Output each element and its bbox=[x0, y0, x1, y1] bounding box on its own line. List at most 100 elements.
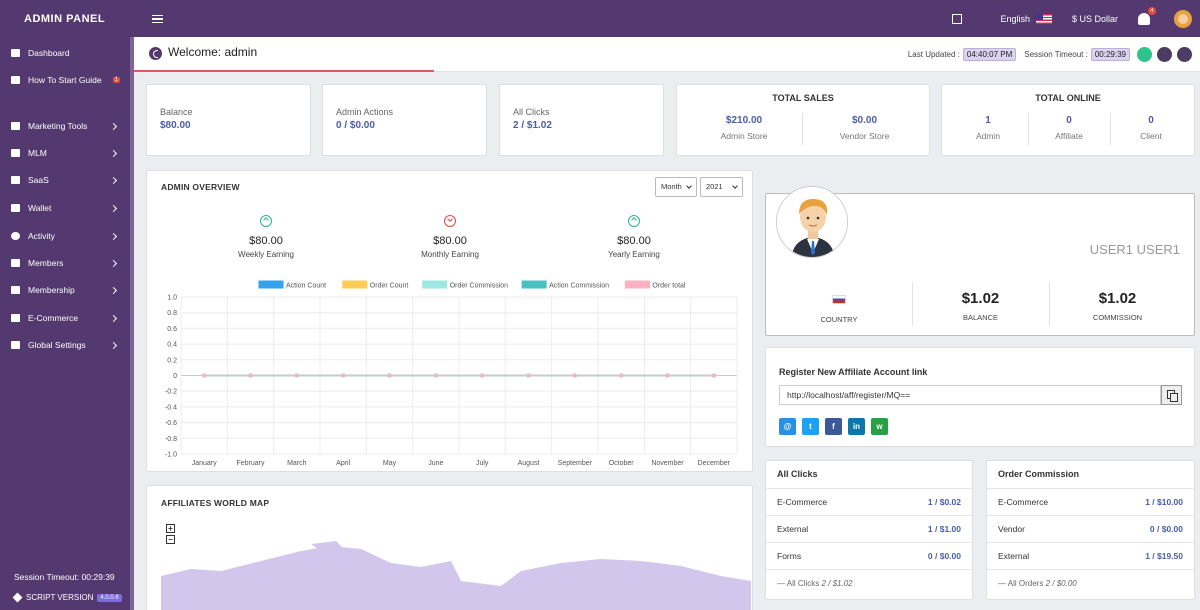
sidebar-session-timeout: Session Timeout: 00:29:39 bbox=[14, 572, 115, 582]
data-point bbox=[480, 373, 485, 378]
zoom-out-button[interactable]: − bbox=[166, 535, 175, 544]
chevron-right-icon bbox=[109, 176, 118, 184]
sidebar-item-label: Global Settings bbox=[28, 340, 86, 350]
chevron-right-icon bbox=[109, 204, 118, 212]
menu-toggle-icon[interactable] bbox=[152, 14, 163, 23]
copy-icon[interactable] bbox=[1161, 385, 1182, 405]
weekly-earning-value: $80.00 bbox=[249, 235, 283, 247]
sidebar-item-activity[interactable]: Activity bbox=[0, 226, 130, 246]
user-gear-icon bbox=[11, 341, 20, 349]
sidebar-item-label: Activity bbox=[28, 231, 55, 241]
legend-label: Order total bbox=[652, 283, 686, 290]
sidebar-item-wallet[interactable]: Wallet bbox=[0, 198, 130, 218]
twitter-share-icon[interactable]: t bbox=[802, 418, 819, 435]
y-tick-label: 0.6 bbox=[167, 326, 177, 333]
wallet-icon bbox=[11, 204, 20, 212]
world-map[interactable] bbox=[161, 541, 751, 610]
session-timeout-time: 00:29:39 bbox=[1090, 48, 1130, 61]
x-tick-label: September bbox=[558, 460, 593, 467]
sidebar-item-e-commerce[interactable]: E-Commerce bbox=[0, 308, 130, 328]
row-label: External bbox=[777, 524, 809, 534]
row-label: External bbox=[998, 551, 1030, 561]
country-label: COUNTRY bbox=[820, 315, 858, 324]
data-point bbox=[387, 373, 392, 378]
balance-stat: $1.02 BALANCE bbox=[912, 290, 1049, 322]
admin-store-stat: $210.00 Admin Store bbox=[677, 115, 811, 141]
sidebar-scrollbar[interactable] bbox=[130, 37, 134, 610]
linkedin-share-icon[interactable]: in bbox=[848, 418, 865, 435]
chevron-right-icon bbox=[109, 259, 118, 267]
status-info: Last Updated : 04:40:07 PM Session Timeo… bbox=[908, 48, 1138, 61]
sidebar-item-members[interactable]: Members bbox=[0, 253, 130, 273]
sidebar-item-global-settings[interactable]: Global Settings bbox=[0, 335, 130, 355]
script-version-label: SCRIPT VERSION bbox=[26, 593, 94, 602]
online-affiliate-label: Affiliate bbox=[1055, 131, 1083, 141]
profile-avatar bbox=[776, 186, 848, 258]
brand-title[interactable]: ADMIN PANEL bbox=[24, 12, 106, 25]
facebook-share-icon[interactable]: f bbox=[825, 418, 842, 435]
period-select[interactable]: Month bbox=[655, 177, 697, 197]
notification-bell-icon[interactable]: 4 bbox=[1138, 6, 1156, 25]
chevron-right-icon bbox=[109, 314, 118, 322]
sidebar-item-mlm[interactable]: MLM bbox=[0, 143, 130, 163]
admin-overview-title: ADMIN OVERVIEW bbox=[161, 182, 240, 192]
row-value: 0 / $0.00 bbox=[1149, 524, 1183, 534]
arrow-up-icon bbox=[628, 215, 640, 227]
fullscreen-icon[interactable] bbox=[952, 13, 963, 24]
row-value: 1 / $0.02 bbox=[927, 497, 961, 507]
chevron-right-icon bbox=[109, 149, 118, 157]
admin-overview-chart: Action Count Order Count Order Commission A… bbox=[165, 280, 738, 467]
sidebar-item-how-to-start-guide[interactable]: How To Start Guide 1 bbox=[0, 70, 130, 90]
us-flag-icon bbox=[1035, 13, 1052, 24]
sidebar-item-dashboard[interactable]: Dashboard bbox=[0, 43, 130, 63]
table-footer-row bbox=[766, 569, 972, 601]
all-clicks-value: 2 / $1.02 bbox=[513, 120, 552, 131]
yearly-earning: $80.00 Yearly Earning bbox=[574, 215, 694, 259]
cart-icon bbox=[11, 314, 20, 322]
row-label: E-Commerce bbox=[998, 497, 1049, 507]
vendor-store-label: Vendor Store bbox=[839, 131, 890, 141]
online-affiliate-value: 0 bbox=[1066, 115, 1072, 126]
email-share-icon[interactable]: @ bbox=[779, 418, 796, 435]
balance-card: Balance $80.00 bbox=[146, 84, 311, 156]
x-tick-label: March bbox=[287, 460, 307, 467]
all-clicks-card: All Clicks 2 / $1.02 bbox=[499, 84, 664, 156]
profile-commission-value: $1.02 bbox=[1098, 290, 1137, 307]
divider bbox=[1049, 282, 1050, 326]
legend-swatch bbox=[258, 280, 284, 289]
currency-selector[interactable]: $ US Dollar bbox=[1071, 13, 1118, 24]
sidebar-item-membership[interactable]: Membership bbox=[0, 280, 130, 300]
sidebar-item-label: Members bbox=[28, 258, 64, 268]
language-selector[interactable]: English bbox=[1000, 13, 1052, 24]
y-tick-label: -0.4 bbox=[165, 404, 177, 411]
row-label: Vendor bbox=[998, 524, 1025, 534]
zoom-in-button[interactable]: + bbox=[166, 524, 175, 533]
year-select[interactable]: 2021 bbox=[700, 177, 743, 197]
online-client-label: Client bbox=[1140, 131, 1162, 141]
settings-gear-button[interactable] bbox=[1157, 47, 1172, 62]
whatsapp-share-icon[interactable]: w bbox=[871, 418, 888, 435]
register-link-input[interactable]: http://localhost/aff/register/MQ== bbox=[779, 385, 1161, 405]
monthly-earning-label: Monthly Earning bbox=[421, 250, 479, 259]
x-tick-label: January bbox=[192, 460, 217, 467]
sidebar-item-marketing-tools[interactable]: Marketing Tools bbox=[0, 116, 130, 136]
row-value: 0 / $0.00 bbox=[927, 551, 961, 561]
check-button[interactable] bbox=[1137, 47, 1152, 62]
network-icon bbox=[11, 149, 20, 157]
balance-value: $80.00 bbox=[160, 120, 191, 131]
refresh-icon bbox=[11, 232, 20, 240]
order-commission-table-card: Order Commission E-Commerce 1 / $10.00 Ven… bbox=[986, 460, 1195, 600]
arrow-down-icon bbox=[444, 215, 456, 227]
user-avatar[interactable] bbox=[1174, 9, 1192, 28]
divider bbox=[1028, 113, 1029, 145]
data-point bbox=[202, 373, 207, 378]
online-client-value: 0 bbox=[1148, 115, 1154, 126]
sidebar-item-label: Marketing Tools bbox=[28, 121, 88, 131]
sidebar: Dashboard How To Start Guide 1 Marketing To… bbox=[0, 37, 134, 610]
x-tick-label: December bbox=[698, 460, 731, 467]
message-button[interactable] bbox=[1177, 47, 1192, 62]
sidebar-item-saas[interactable]: SaaS bbox=[0, 170, 130, 190]
arrows-icon bbox=[11, 122, 20, 130]
guide-badge: 1 bbox=[112, 77, 120, 83]
legend-label: Order Commission bbox=[450, 283, 508, 290]
